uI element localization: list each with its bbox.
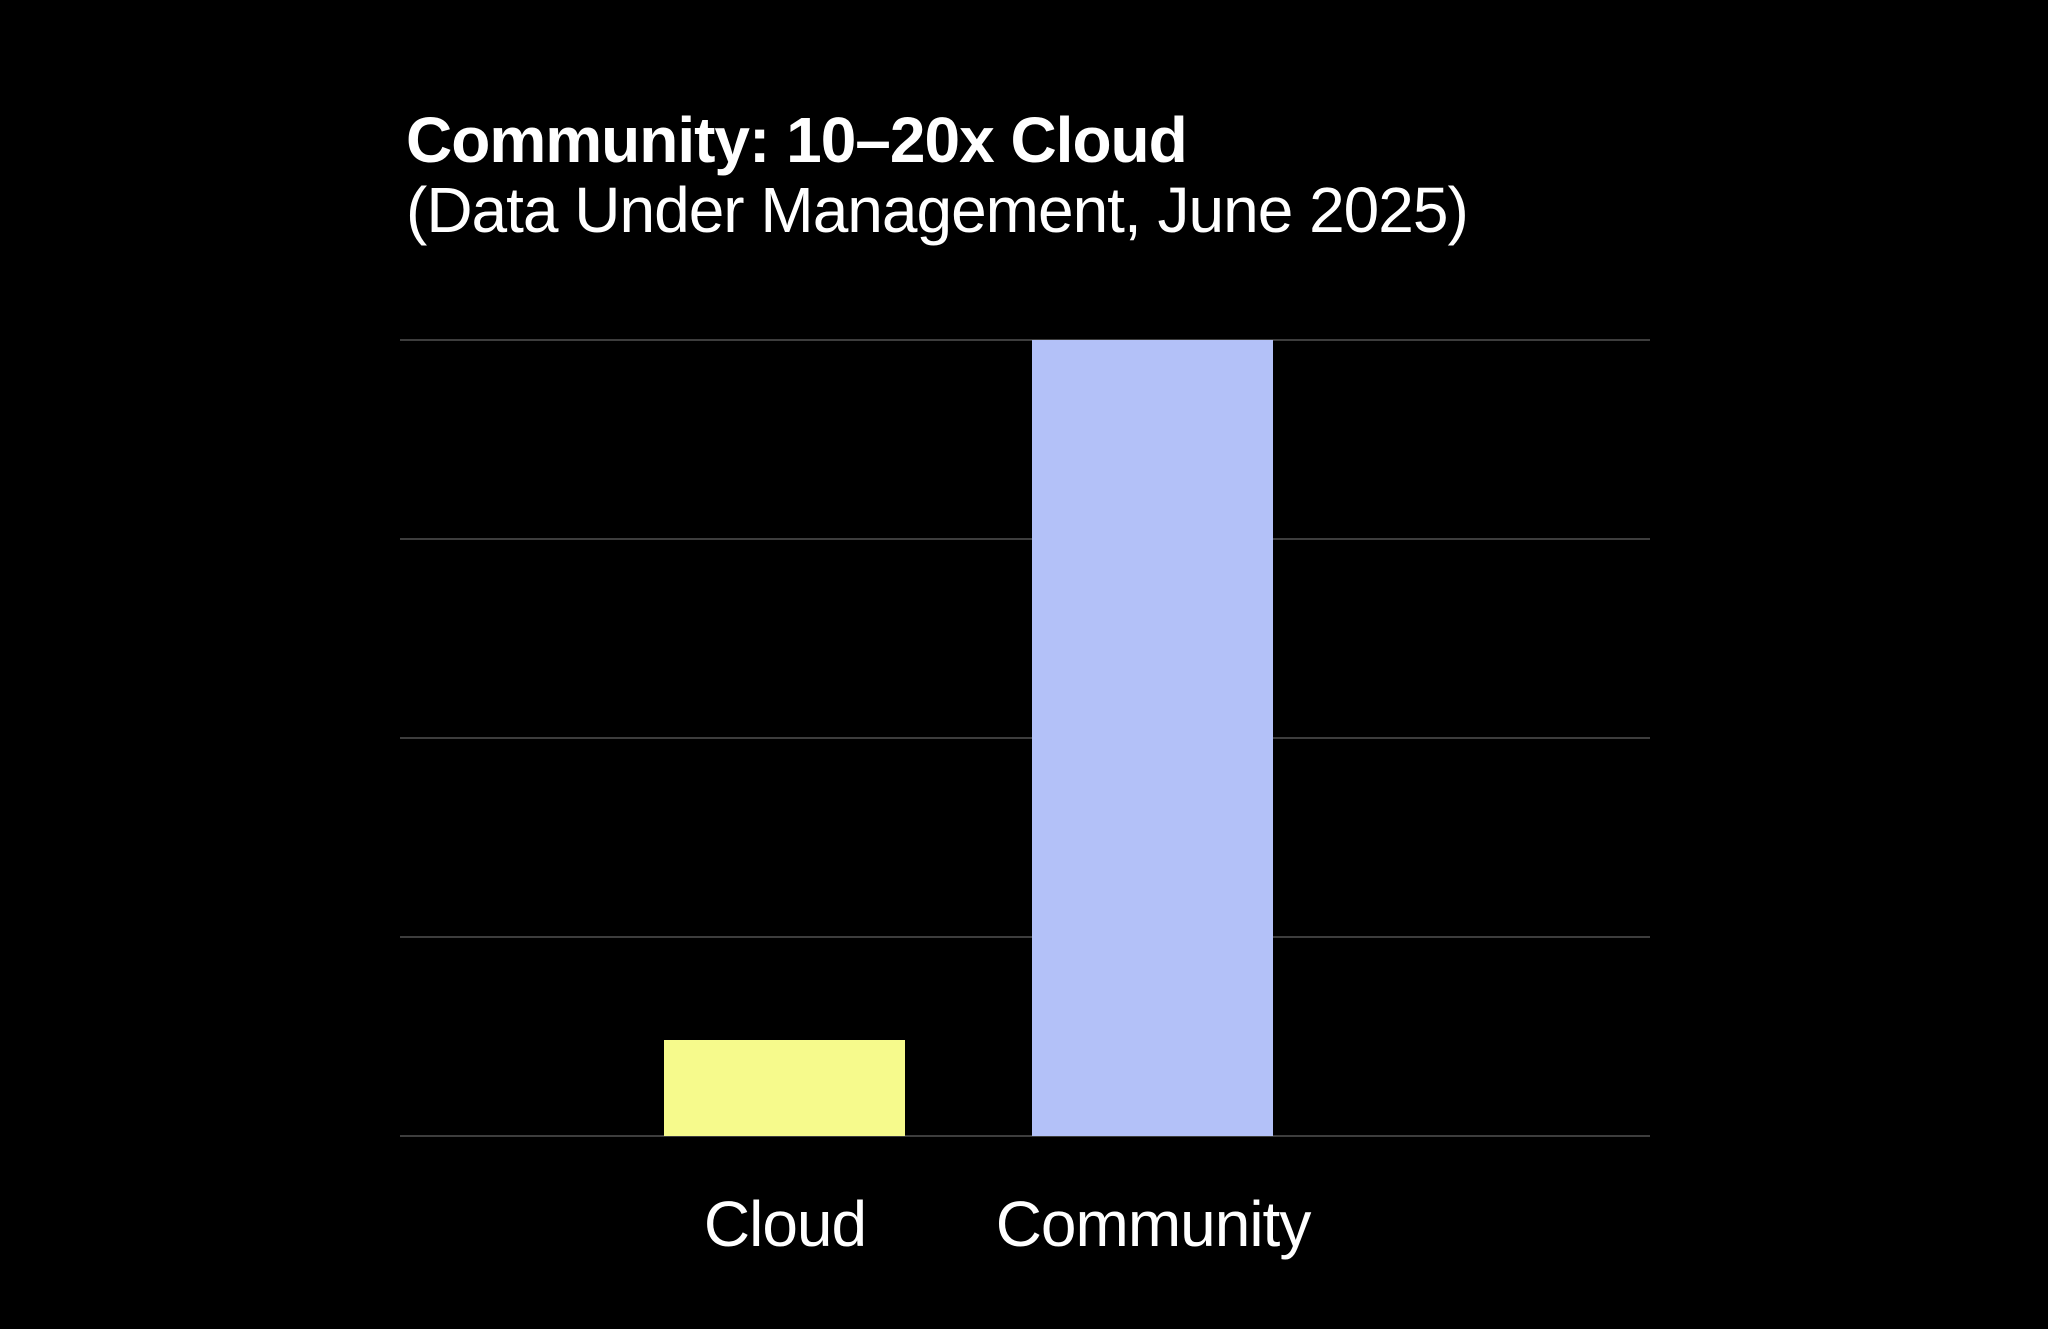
x-axis-label-cloud: Cloud: [703, 1188, 867, 1260]
gridline: [400, 339, 1650, 341]
gridline: [400, 1135, 1650, 1137]
chart-title: Community: 10–20x Cloud: [406, 104, 1188, 176]
gridline: [400, 936, 1650, 938]
gridline: [400, 737, 1650, 739]
bar-chart: [400, 339, 1650, 1137]
x-axis-label-community: Community: [995, 1188, 1312, 1260]
bar-community: [1032, 340, 1273, 1136]
bar-cloud: [664, 1040, 905, 1136]
gridline: [400, 538, 1650, 540]
chart-subtitle: (Data Under Management, June 2025): [406, 174, 1469, 246]
